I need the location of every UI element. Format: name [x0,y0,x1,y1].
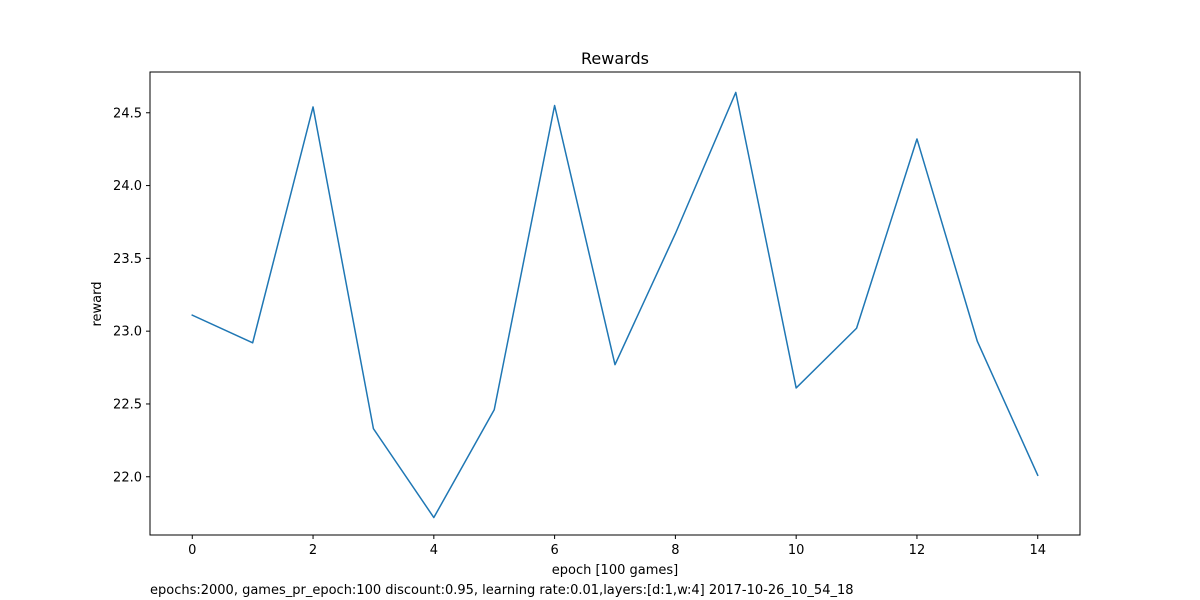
chart-title: Rewards [581,49,649,68]
series-line-0 [191,91,1039,519]
x-tick-label: 8 [671,543,679,558]
y-tick-label: 22.0 [113,470,142,485]
x-axis-label: epoch [100 games] [552,563,678,578]
y-tick-label: 23.0 [113,325,142,340]
x-tick-label: 12 [909,543,926,558]
y-tick-label: 24.0 [113,179,142,194]
x-tick-label: 6 [550,543,558,558]
x-tick-label: 14 [1029,543,1046,558]
x-tick-label: 10 [788,543,805,558]
chart-caption: epochs:2000, games_pr_epoch:100 discount… [150,583,854,598]
x-tick-label: 4 [430,543,438,558]
x-tick-label: 0 [188,543,196,558]
axes-frame [149,71,1081,536]
y-axis-label: reward [90,281,105,326]
y-tick-label: 24.5 [113,106,142,121]
y-tick-label: 23.5 [113,252,142,267]
x-tick-label: 2 [309,543,317,558]
plot-area: 0 2 4 6 8 10 12 14 22.0 22.5 23.0 23.5 24.0 24.5 [113,71,1081,558]
y-tick-label: 22.5 [113,397,142,412]
